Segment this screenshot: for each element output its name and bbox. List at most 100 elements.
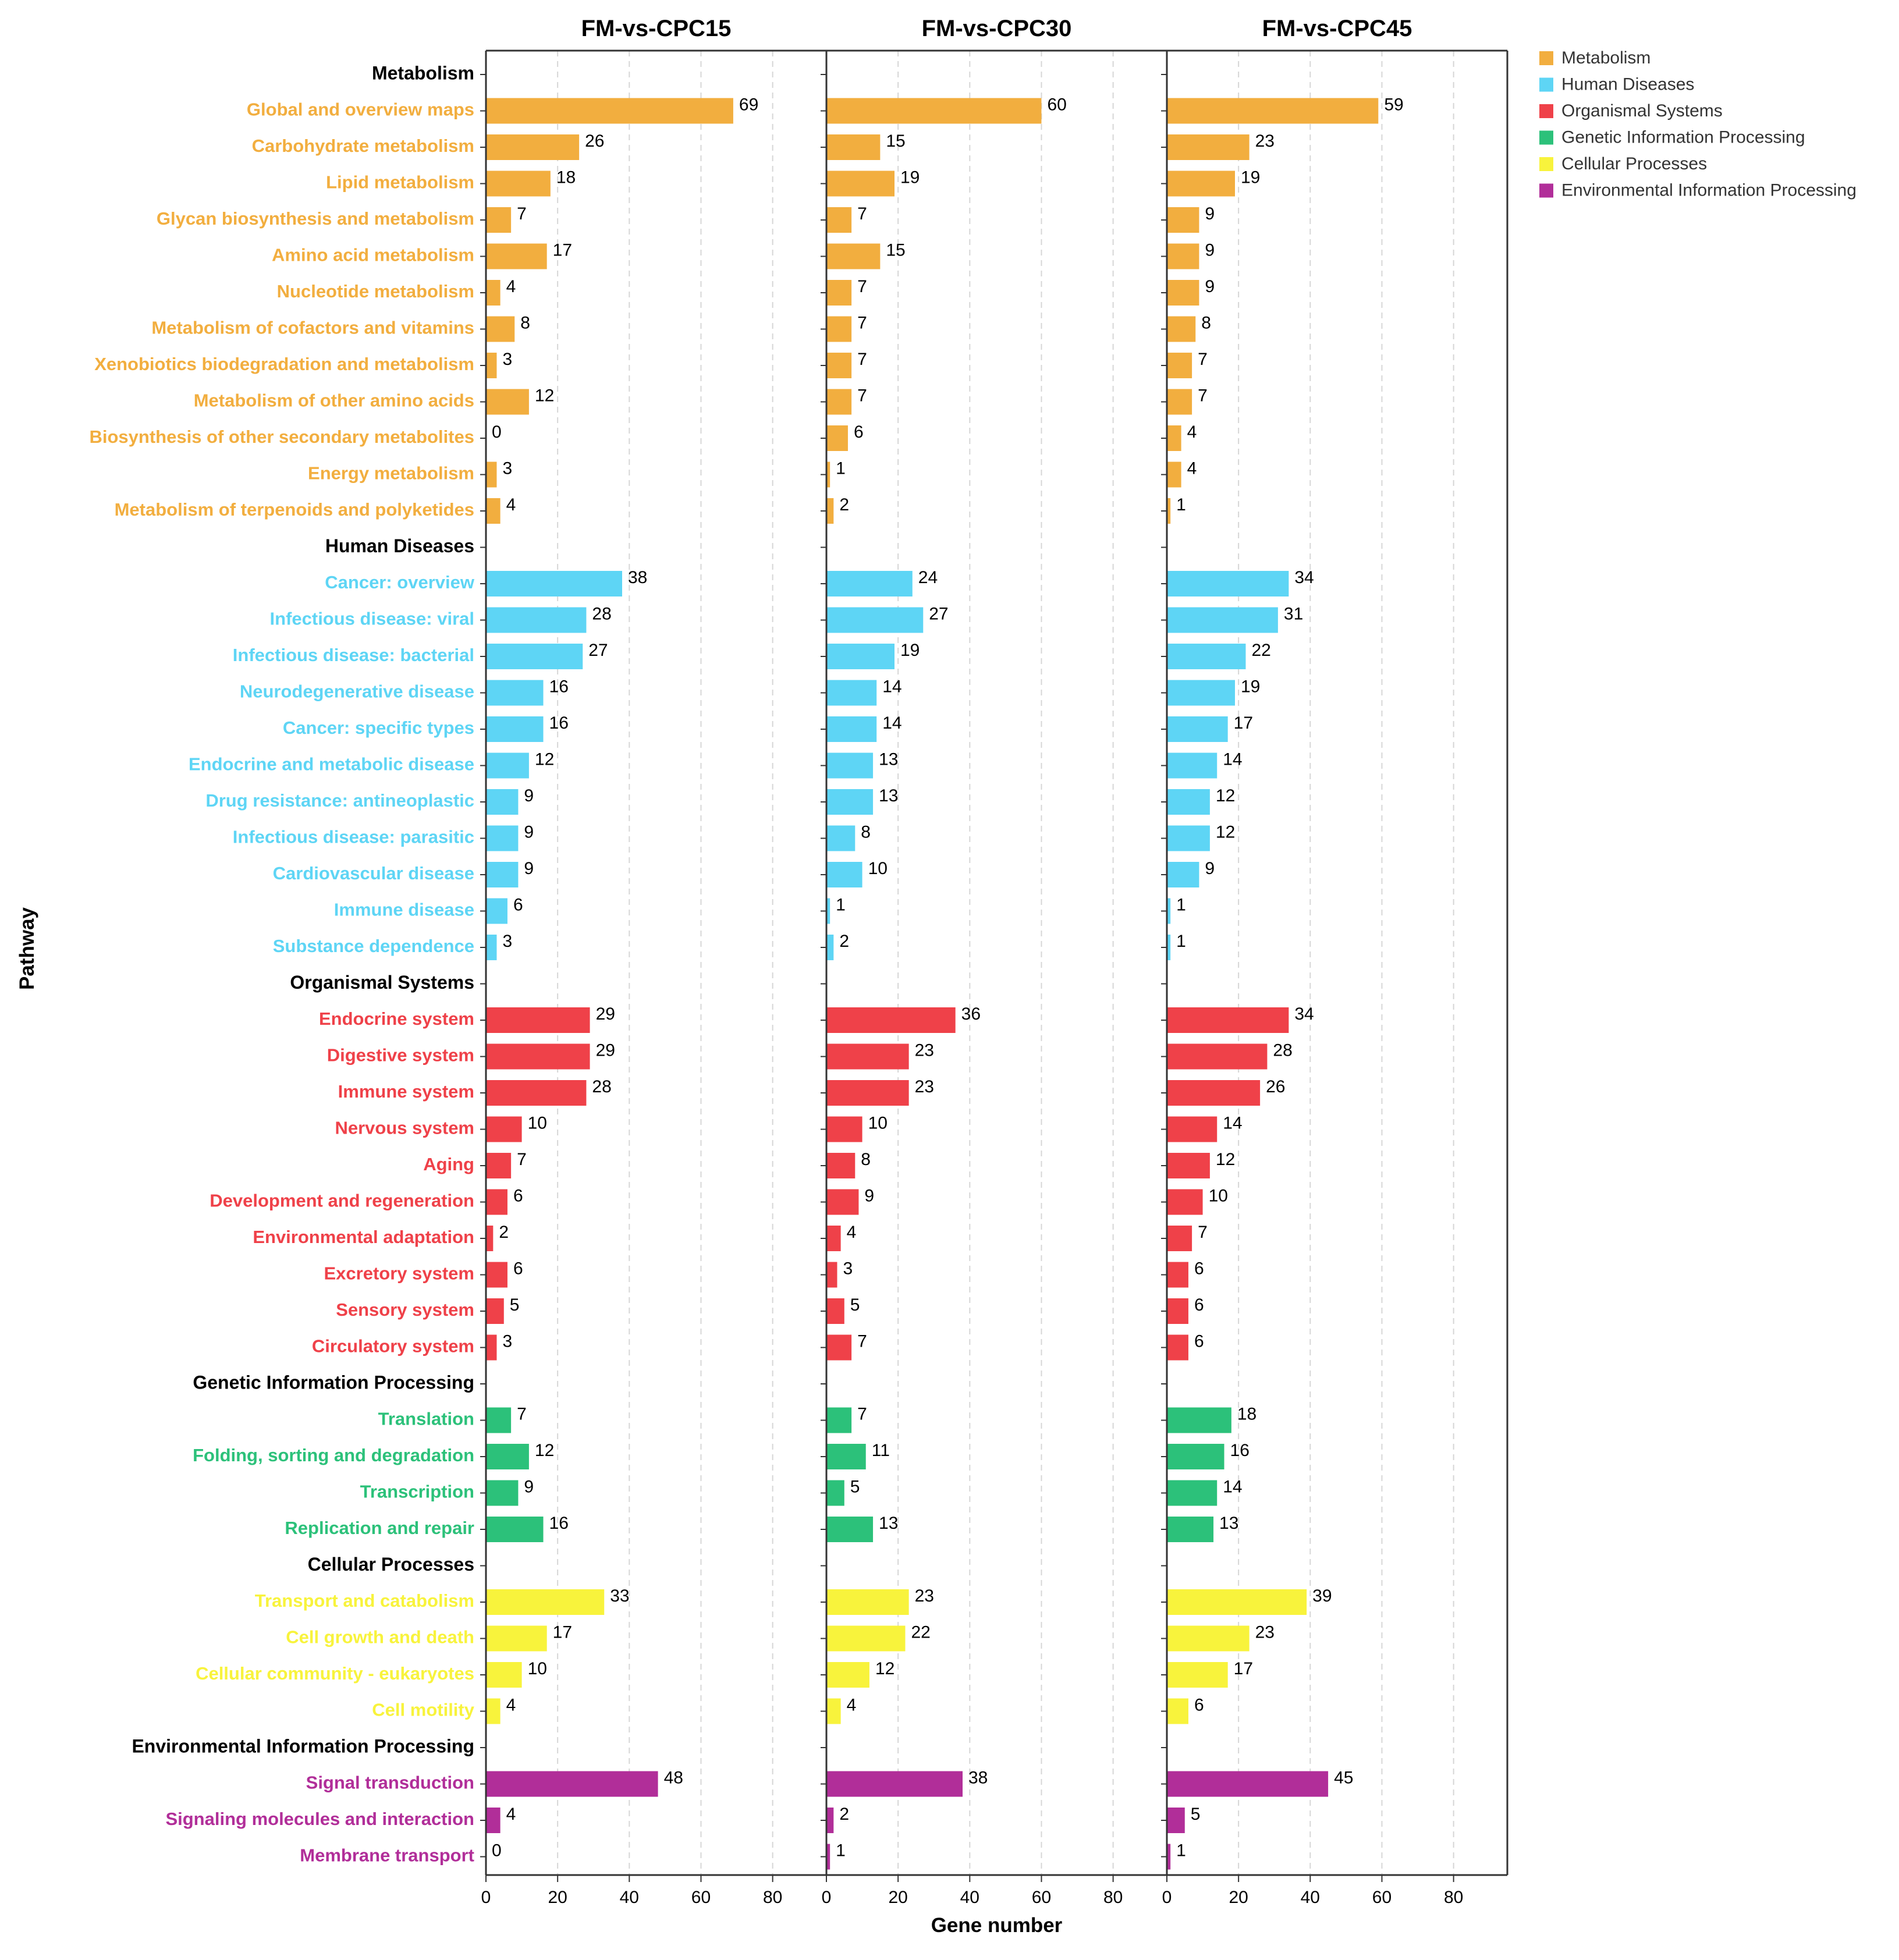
group-header-label: Environmental Information Processing (132, 1735, 474, 1756)
bar (486, 353, 497, 378)
value-label: 23 (915, 1077, 934, 1096)
value-label: 1 (1176, 1841, 1186, 1860)
value-label: 14 (1223, 1477, 1242, 1496)
value-label: 23 (1255, 132, 1275, 151)
value-label: 9 (524, 822, 534, 841)
bar (1167, 1226, 1192, 1251)
bar (486, 607, 587, 633)
bar (826, 461, 830, 488)
bar (1167, 1080, 1261, 1106)
category-label: Neurodegenerative disease (240, 681, 474, 702)
value-label: 6 (854, 422, 864, 442)
value-label: 7 (1198, 386, 1208, 405)
value-label: 3 (502, 459, 512, 478)
bar (1167, 1480, 1218, 1506)
value-label: 11 (872, 1441, 890, 1460)
bar (486, 243, 547, 269)
category-label: Carbohydrate metabolism (252, 136, 474, 156)
bar (486, 389, 529, 415)
bar (826, 789, 874, 815)
bar (1167, 1517, 1214, 1542)
value-label: 17 (1234, 713, 1253, 733)
x-tick-label: 80 (1103, 1888, 1123, 1907)
value-label: 2 (839, 495, 849, 514)
value-label: 5 (850, 1477, 860, 1496)
value-label: 45 (1334, 1768, 1353, 1787)
bar (486, 1153, 512, 1178)
value-label: 14 (882, 713, 901, 733)
value-label: 6 (513, 1186, 523, 1205)
value-label: 7 (857, 277, 867, 296)
value-label: 10 (528, 1113, 547, 1132)
value-label: 4 (1187, 459, 1197, 478)
category-label: Xenobiotics biodegradation and metabolis… (94, 354, 474, 374)
value-label: 16 (549, 677, 569, 696)
value-label: 28 (1273, 1041, 1292, 1060)
value-label: 27 (929, 604, 948, 623)
bar (486, 498, 501, 524)
bar (486, 280, 501, 306)
bar (826, 752, 874, 779)
bar (826, 1080, 909, 1106)
value-label: 34 (1294, 1004, 1314, 1024)
value-label: 23 (915, 1586, 934, 1606)
value-label: 9 (864, 1186, 874, 1205)
value-label: 5 (1191, 1805, 1201, 1824)
value-label: 39 (1312, 1586, 1332, 1606)
value-label: 48 (664, 1768, 683, 1787)
category-label: Signaling molecules and interaction (165, 1809, 474, 1829)
category-label: Endocrine system (319, 1009, 474, 1029)
bar (1167, 207, 1199, 233)
bar (1167, 1334, 1188, 1361)
value-label: 9 (524, 786, 534, 805)
value-label: 8 (861, 822, 871, 841)
category-label: Immune system (338, 1081, 474, 1102)
bar (1167, 1625, 1250, 1652)
value-label: 3 (502, 1331, 512, 1351)
value-label: 34 (1294, 568, 1314, 587)
value-label: 4 (506, 1695, 516, 1714)
bar (486, 898, 507, 924)
category-label: Transport and catabolism (255, 1590, 474, 1611)
bar (826, 498, 834, 524)
bar (1167, 716, 1228, 742)
bar (826, 134, 881, 160)
bar (486, 1698, 501, 1724)
legend-label: Cellular Processes (1561, 154, 1707, 173)
bar (486, 1298, 504, 1324)
category-label: Amino acid metabolism (272, 245, 474, 265)
bar (1167, 1844, 1171, 1870)
x-tick-label: 40 (620, 1888, 639, 1907)
bar (486, 1444, 529, 1469)
bar (1167, 571, 1289, 596)
value-label: 7 (517, 204, 527, 223)
bar (1167, 1589, 1307, 1615)
bar (486, 1771, 658, 1797)
value-label: 6 (1194, 1695, 1204, 1714)
bar (1167, 461, 1181, 488)
value-label: 38 (628, 568, 647, 587)
legend-label: Human Diseases (1561, 74, 1694, 94)
bar (826, 243, 881, 269)
bar (1167, 680, 1235, 706)
value-label: 5 (510, 1295, 520, 1315)
value-label: 13 (879, 750, 898, 769)
value-label: 12 (535, 750, 554, 769)
value-label: 10 (528, 1659, 547, 1678)
category-label: Infectious disease: bacterial (233, 645, 474, 665)
bar (826, 171, 895, 197)
bar (1167, 898, 1171, 924)
value-label: 8 (520, 313, 530, 332)
bar (1167, 353, 1192, 378)
bar (1167, 1808, 1185, 1833)
value-label: 10 (1209, 1186, 1228, 1205)
bar (486, 1589, 605, 1615)
value-label: 29 (596, 1004, 615, 1024)
value-label: 7 (1198, 350, 1208, 369)
x-tick-label: 20 (548, 1888, 567, 1907)
bar (826, 1480, 844, 1506)
value-label: 31 (1284, 604, 1303, 623)
category-label: Sensory system (336, 1299, 474, 1320)
bar (1167, 644, 1246, 669)
category-label: Cell motility (372, 1700, 474, 1720)
